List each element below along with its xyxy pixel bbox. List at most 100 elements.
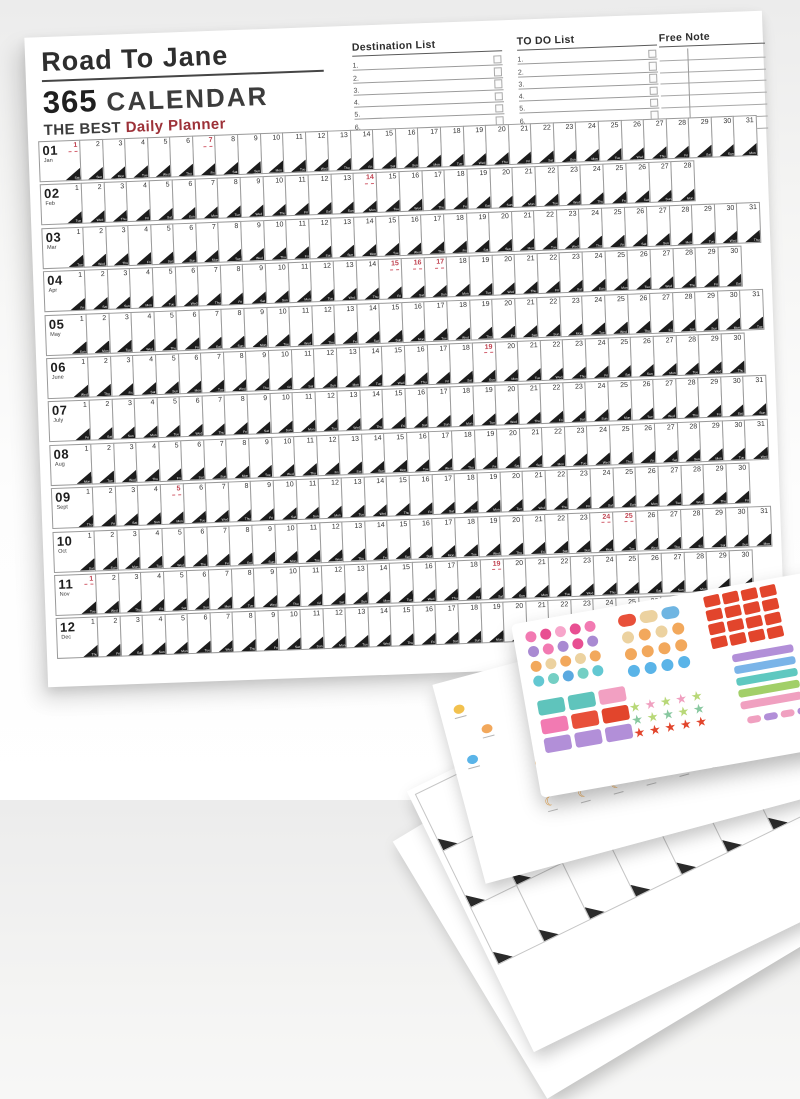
holiday-mark (492, 569, 501, 570)
day-cell: 6Mon (178, 352, 203, 394)
corner-triangle: Thu (162, 338, 177, 351)
weekday-label: Fri (304, 212, 308, 215)
day-cell: 17Thu (421, 213, 446, 255)
day-cell: 30Mon (717, 289, 742, 331)
day-number: 26 (633, 121, 641, 128)
corner-triangle: Thu (494, 152, 509, 165)
day-number: 22 (547, 168, 555, 175)
day-cell: 30Tue (722, 419, 747, 461)
corner-triangle: Fri (734, 491, 749, 504)
corner-triangle: Thu (508, 542, 523, 555)
corner-triangle: Fri (75, 428, 90, 441)
weekday-label: Sat (562, 549, 567, 552)
day-number: 22 (552, 385, 560, 392)
day-cell: 6Sun (172, 222, 197, 264)
corner-triangle: Sat (172, 598, 187, 611)
day-cell: 3Thu (103, 181, 128, 223)
weekday-label: Fri (714, 283, 718, 286)
weekday-label: Sat (181, 607, 186, 610)
corner-triangle: Tue (542, 237, 557, 250)
weekday-label: Tue (647, 416, 653, 420)
weekday-label: Mon (211, 215, 218, 219)
dot-sticker (525, 630, 538, 643)
corner-triangle: Sat (553, 541, 568, 554)
day-number: 16 (414, 303, 422, 310)
weekday-label: Sun (190, 259, 196, 263)
day-number: 29 (715, 509, 723, 516)
day-number: 1 (84, 445, 88, 452)
weekday-label: Fri (159, 608, 163, 611)
weekday-label: Tue (328, 297, 334, 301)
corner-triangle: Sun (72, 341, 87, 354)
weekday-label: Sat (339, 601, 344, 604)
dot-sticker (554, 625, 567, 638)
day-cell: 18Sun (457, 603, 482, 645)
weekday-label: Wed (81, 393, 88, 397)
corner-triangle: Wed (548, 367, 563, 380)
corner-triangle: Tue (384, 199, 399, 212)
day-cell: 14Sun (361, 433, 386, 475)
day-cell: 19Sat (466, 212, 491, 254)
weekday-label: Wed (556, 376, 563, 380)
day-cell: 9Fri (254, 610, 279, 652)
corner-triangle: Sat (475, 196, 490, 209)
weekday-label: Sat (532, 333, 537, 336)
corner-triangle: Sun (432, 285, 447, 298)
weekday-label: Fri (111, 523, 115, 526)
weekday-label: Sat (89, 567, 94, 570)
weekday-label: Thu (104, 392, 110, 396)
list-row-number: 4. (354, 100, 360, 107)
day-number: 23 (583, 557, 591, 564)
day-cell: 14Sat (356, 302, 381, 344)
day-cell: 14Wed (363, 476, 388, 518)
day-cell: 14Thu (359, 389, 384, 431)
corner-triangle: Mon (168, 511, 183, 524)
corner-triangle: Sun (669, 580, 684, 593)
day-number: 23 (570, 167, 578, 174)
weekday-label: Tue (299, 168, 305, 172)
corner-triangle: Tue (384, 243, 399, 256)
dot-sticker (584, 620, 597, 633)
corner-triangle: Mon (440, 545, 455, 558)
weekday-label: Mon (669, 372, 676, 376)
weekday-label: Fri (85, 437, 89, 440)
weekday-label: Sat (309, 385, 314, 388)
corner-triangle: Sun (88, 167, 103, 180)
circle-sticker (660, 658, 674, 672)
moon-sticker-label (581, 800, 591, 804)
weekday-label: Thu (692, 414, 698, 418)
day-cell: 4Tue (124, 137, 149, 179)
day-cell: 13Sun (330, 217, 355, 259)
day-number: 5 (167, 225, 171, 232)
weekday-label: Mon (528, 203, 535, 207)
dot-sticker (547, 672, 560, 685)
weekday-label: Sat (132, 522, 137, 525)
day-cell: 20Sun (502, 558, 527, 600)
day-number: 26 (639, 295, 647, 302)
day-number: 13 (343, 219, 351, 226)
weekday-label: Mon (181, 650, 188, 654)
day-cell: 10Sat (277, 609, 302, 651)
weekday-label: Thu (597, 201, 603, 205)
day-cell: 27Wed (652, 378, 677, 420)
day-number: 17 (439, 345, 447, 352)
corner-triangle: Sun (497, 239, 512, 252)
day-number: 12 (321, 176, 329, 183)
weekday-label: Mon (511, 378, 518, 382)
day-cell: 31Sun (743, 375, 768, 417)
corner-triangle: Wed (613, 321, 628, 334)
month-name: Mar (47, 244, 57, 250)
weekday-label: Mon (418, 338, 425, 342)
day-number: 12 (321, 220, 329, 227)
weekday-label: Fri (446, 380, 450, 383)
day-cell: 3Tue (108, 312, 133, 354)
day-number: 16 (419, 433, 427, 440)
day-cell: 6Wed (179, 396, 204, 438)
corner-triangle: Sat (488, 586, 503, 599)
weekday-label: Thu (359, 557, 365, 561)
day-number: 29 (707, 292, 715, 299)
weekday-label: Thu (135, 608, 141, 612)
corner-triangle: Sat (440, 501, 455, 514)
weekday-label: Sun (426, 554, 432, 558)
day-number: 5 (172, 355, 176, 362)
